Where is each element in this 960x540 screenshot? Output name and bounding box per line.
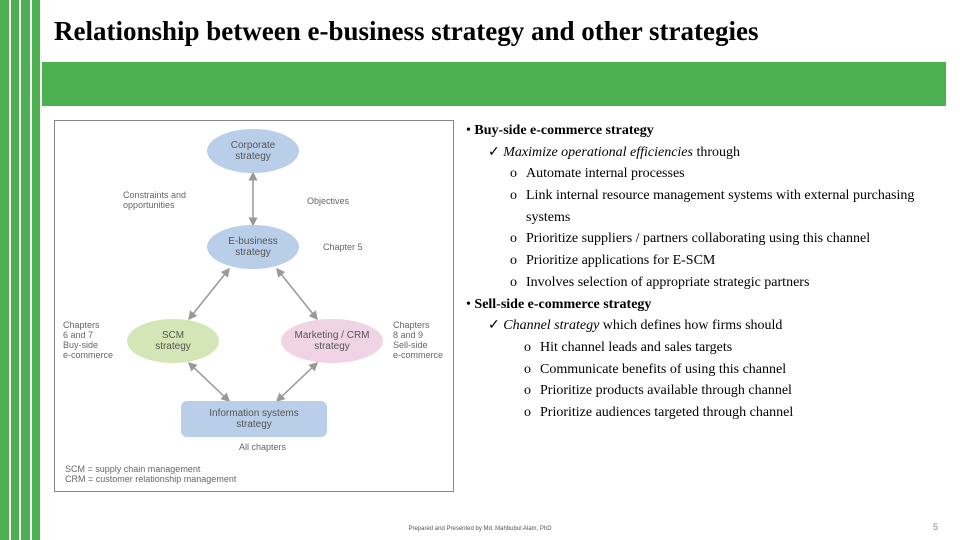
diagram-node-isys: Information systemsstrategy [181, 401, 327, 437]
footer-credit: Prepared and Presented by Md. Mahbubul A… [0, 526, 960, 532]
buy-side-heading: Buy-side e-commerce strategy [466, 120, 940, 142]
strategy-diagram: Corporatestrategy E-businessstrategy SCMst… [54, 120, 454, 492]
diagram-node-scm: SCMstrategy [127, 319, 219, 363]
bullet-point: oInvolves selection of appropriate strat… [510, 272, 940, 294]
diagram-label: Objectives [307, 197, 349, 207]
stripe [32, 0, 43, 540]
bullet-point: oPrioritize suppliers / partners collabo… [510, 228, 940, 250]
slide: Relationship between e-business strategy… [0, 0, 960, 540]
title-underline-bar [42, 62, 946, 106]
buy-side-subheading: Maximize operational efficiencies throug… [488, 142, 940, 164]
sell-side-heading: Sell-side e-commerce strategy [466, 294, 940, 316]
diagram-label: Chapters6 and 7Buy-sidee-commerce [63, 321, 113, 361]
bullet-outline: Buy-side e-commerce strategy Maximize op… [462, 120, 940, 504]
stripe [0, 0, 11, 540]
diagram-node-ebiz: E-businessstrategy [207, 225, 299, 269]
bullet-point: oPrioritize audiences targeted through c… [524, 402, 940, 424]
content-area: Corporatestrategy E-businessstrategy SCMst… [54, 120, 940, 504]
diagram-node-corp: Corporatestrategy [207, 129, 299, 173]
slide-title: Relationship between e-business strategy… [54, 16, 758, 47]
diagram-label: Chapter 5 [323, 243, 363, 253]
bullet-point: oAutomate internal processes [510, 163, 940, 185]
bullet-point: oPrioritize products available through c… [524, 380, 940, 402]
diagram-label: Chapters8 and 9Sell-sidee-commerce [393, 321, 443, 361]
left-accent-stripes [0, 0, 42, 540]
bullet-point: oPrioritize applications for E-SCM [510, 250, 940, 272]
bullet-point: oHit channel leads and sales targets [524, 337, 940, 359]
stripe [21, 0, 32, 540]
sell-side-subheading: Channel strategy which defines how firms… [488, 315, 940, 337]
bullet-point: oCommunicate benefits of using this chan… [524, 359, 940, 381]
diagram-node-mktg: Marketing / CRMstrategy [281, 319, 383, 363]
diagram-label: All chapters [239, 443, 286, 453]
bullet-point: oLink internal resource management syste… [510, 185, 940, 228]
page-number: 5 [933, 522, 938, 532]
diagram-label: Constraints andopportunities [123, 191, 186, 211]
stripe [11, 0, 22, 540]
diagram-label: SCM = supply chain managementCRM = custo… [65, 465, 236, 485]
